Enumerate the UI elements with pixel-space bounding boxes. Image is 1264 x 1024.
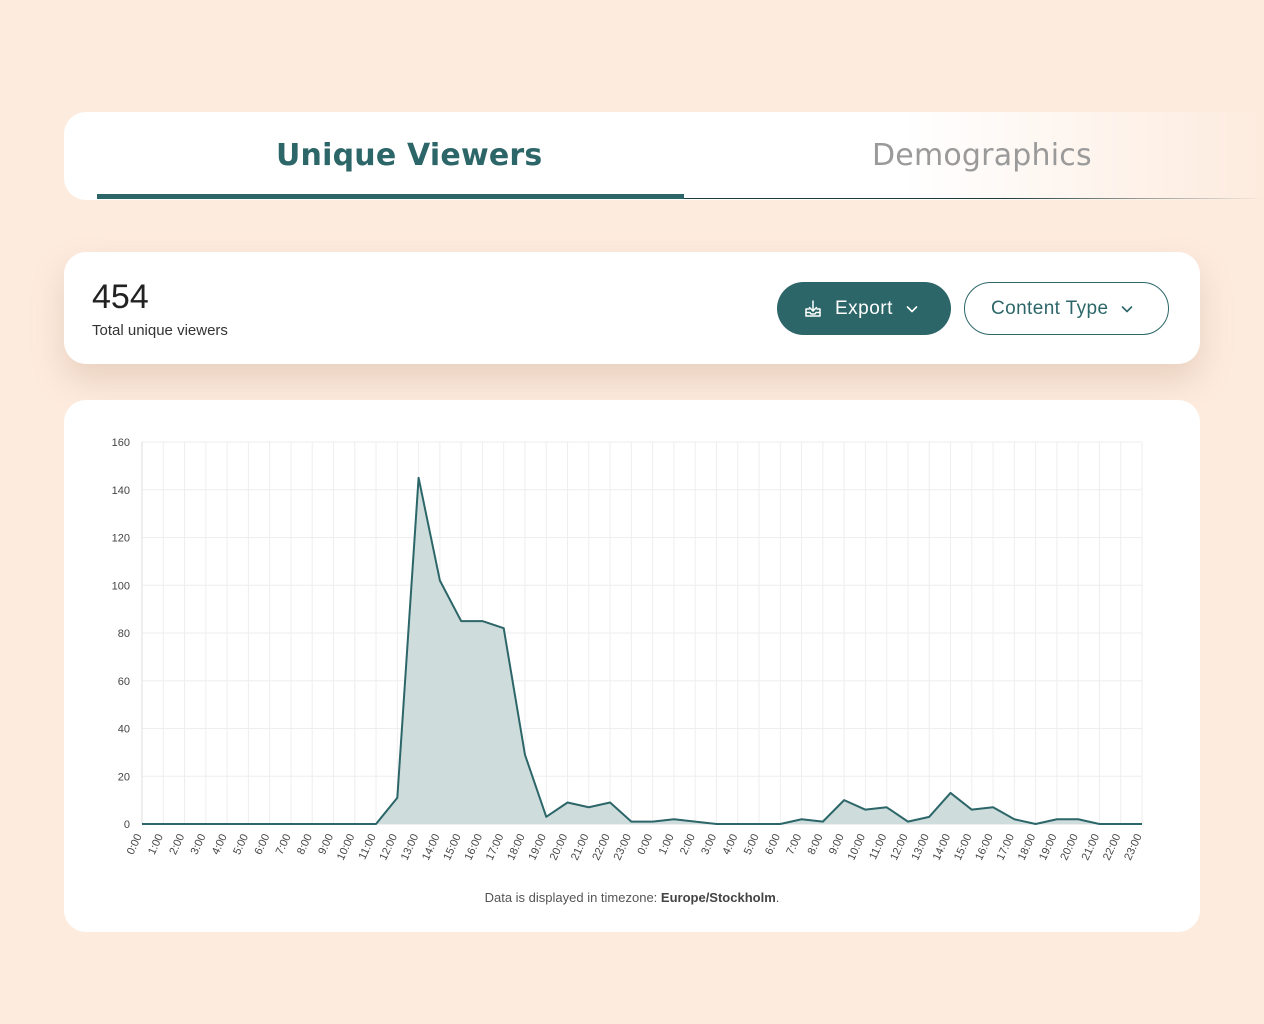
x-tick-label: 17:00	[995, 832, 1018, 862]
x-tick-label: 5:00	[742, 832, 762, 856]
chart-card: 0 20 40 60 80 100 120 140 160 0:00 1:00 2:00 3:00 4:0…	[64, 400, 1200, 932]
x-tick-label: 8:00	[806, 832, 826, 856]
export-button[interactable]: Export	[777, 282, 951, 335]
series-line	[142, 476, 1142, 825]
tab-demographics[interactable]: Demographics	[872, 138, 1092, 173]
y-tick-label: 160	[112, 437, 130, 449]
chevron-down-icon	[905, 302, 919, 316]
x-tick-label: 18:00	[1016, 832, 1039, 862]
x-tick-label: 7:00	[784, 832, 804, 856]
x-tick-label: 2:00	[167, 832, 187, 856]
x-tick-label: 20:00	[548, 832, 571, 862]
x-tick-label: 11:00	[867, 832, 889, 861]
y-tick-label: 100	[112, 580, 130, 592]
x-tick-label: 23:00	[612, 832, 635, 862]
y-tick-label: 0	[124, 819, 130, 831]
x-tick-label: 6:00	[252, 832, 272, 856]
footnote-prefix: Data is displayed in timezone:	[484, 890, 661, 905]
x-tick-label: 13:00	[909, 832, 932, 862]
footnote-suffix: .	[775, 890, 780, 905]
x-tick-label: 14:00	[420, 832, 443, 862]
x-tick-label: 19:00	[526, 832, 549, 862]
chevron-down-icon	[1120, 302, 1134, 316]
timezone-footnote: Data is displayed in timezone: Europe/St…	[64, 890, 1200, 905]
footnote-timezone: Europe/Stockholm	[660, 890, 776, 905]
download-tray-icon	[803, 299, 823, 319]
x-tick-label: 22:00	[1101, 832, 1124, 862]
x-tick-label: 17:00	[484, 832, 507, 862]
x-tick-label: 4:00	[210, 832, 230, 856]
summary-card: 454 Total unique viewers Export Content …	[64, 252, 1200, 364]
tab-divider	[684, 198, 1264, 199]
y-tick-label: 60	[118, 676, 130, 688]
content-type-dropdown[interactable]: Content Type	[964, 282, 1169, 335]
export-button-label: Export	[835, 297, 893, 319]
x-tick-label: 21:00	[1080, 832, 1103, 862]
x-tick-label: 9:00	[827, 832, 847, 856]
x-tick-label: 9:00	[316, 832, 336, 856]
y-tick-label: 120	[112, 533, 130, 545]
tab-unique-viewers[interactable]: Unique Viewers	[276, 138, 543, 173]
x-tick-label: 15:00	[952, 832, 975, 862]
x-tick-label: 0:00	[125, 832, 145, 856]
x-tick-label: 3:00	[699, 832, 719, 856]
x-tick-label: 10:00	[335, 832, 358, 862]
x-tick-label: 2:00	[678, 832, 698, 856]
x-tick-label: 12:00	[888, 832, 911, 862]
x-tick-label: 1:00	[146, 832, 166, 856]
x-tick-label: 10:00	[846, 832, 869, 862]
x-tick-label: 18:00	[505, 832, 528, 862]
tab-bar: Unique Viewers Demographics	[64, 112, 1264, 200]
area-fill	[142, 477, 1142, 824]
x-tick-label: 16:00	[973, 832, 996, 862]
x-tick-label: 14:00	[931, 832, 954, 862]
total-unique-viewers-label: Total unique viewers	[92, 322, 228, 339]
x-tick-label: 3:00	[189, 832, 209, 856]
x-tick-label: 15:00	[441, 832, 464, 862]
x-tick-label: 0:00	[635, 832, 655, 856]
x-tick-label: 21:00	[569, 832, 592, 862]
x-tick-label: 20:00	[1058, 832, 1081, 862]
x-tick-label: 4:00	[721, 832, 741, 856]
x-tick-label: 16:00	[463, 832, 486, 862]
y-tick-label: 40	[118, 724, 130, 736]
x-tick-label: 19:00	[1037, 832, 1060, 862]
content-type-label: Content Type	[991, 297, 1109, 319]
x-tick-label: 7:00	[274, 832, 294, 856]
x-tick-label: 8:00	[295, 832, 315, 856]
y-tick-label: 80	[118, 628, 130, 640]
x-tick-label: 12:00	[378, 832, 401, 862]
x-tick-label: 23:00	[1122, 832, 1145, 862]
x-tick-label: 5:00	[231, 832, 251, 856]
x-tick-label: 13:00	[399, 832, 422, 862]
x-tick-label: 6:00	[763, 832, 783, 856]
total-unique-viewers-value: 454	[92, 278, 149, 316]
x-tick-label: 1:00	[657, 832, 677, 856]
y-tick-label: 140	[112, 485, 130, 497]
x-tick-label: 22:00	[590, 832, 613, 862]
x-tick-label: 11:00	[357, 832, 379, 861]
active-tab-indicator	[97, 194, 684, 199]
y-tick-label: 20	[118, 771, 130, 783]
